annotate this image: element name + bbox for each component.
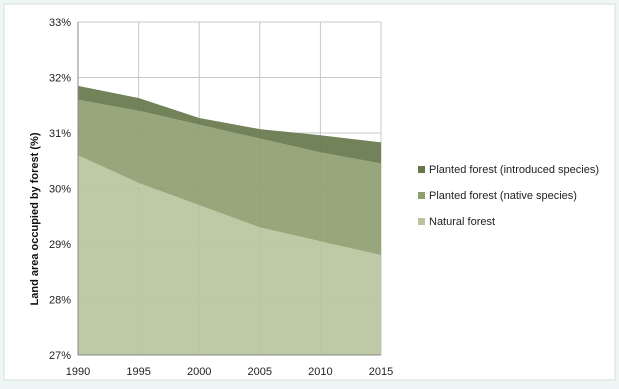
legend-swatch xyxy=(418,192,425,199)
y-tick-label: 32% xyxy=(49,73,71,85)
x-tick-label: 2000 xyxy=(187,366,211,378)
legend-label: Planted forest (introduced species) xyxy=(429,164,599,176)
y-tick-label: 30% xyxy=(49,184,71,196)
legend-label: Natural forest xyxy=(429,216,495,228)
area-planted-forest-native-species xyxy=(78,99,381,256)
legend-label: Planted forest (native species) xyxy=(429,190,577,202)
legend: Planted forest (introduced species) Plant… xyxy=(418,164,599,228)
legend-swatch xyxy=(418,218,425,225)
x-tick-label: 2010 xyxy=(308,366,332,378)
x-tick-label: 2015 xyxy=(369,366,393,378)
y-tick-label: 31% xyxy=(49,128,71,140)
y-tick-label: 29% xyxy=(49,239,71,251)
area-planted-forest-introduced-species xyxy=(78,85,381,164)
x-tick-label: 2005 xyxy=(248,366,272,378)
series-areas xyxy=(78,85,381,355)
axes: 27% 28% 29% 30% 31% 32% 33% 1990 1995 2000 2005 201… xyxy=(49,17,393,378)
legend-swatch xyxy=(418,166,425,173)
x-tick-label: 1990 xyxy=(66,366,90,378)
y-axis-label: Land area occupied by forest (%) xyxy=(29,132,41,305)
y-tick-label: 28% xyxy=(49,295,71,307)
area-natural-forest xyxy=(78,155,381,355)
y-tick-label: 27% xyxy=(49,350,71,362)
x-tick-label: 1995 xyxy=(126,366,150,378)
y-tick-label: 33% xyxy=(49,17,71,29)
